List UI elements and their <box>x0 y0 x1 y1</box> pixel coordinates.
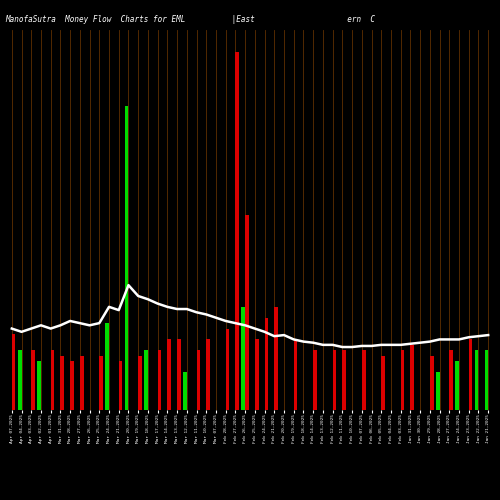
Bar <box>100 356 103 410</box>
Bar <box>106 323 109 410</box>
Bar <box>381 356 385 410</box>
Bar <box>80 356 84 410</box>
Bar <box>158 350 162 410</box>
Bar <box>264 318 268 410</box>
Bar <box>183 372 187 410</box>
Bar <box>436 372 440 410</box>
Bar <box>245 214 249 410</box>
Bar <box>119 361 122 410</box>
Bar <box>362 350 366 410</box>
Bar <box>236 52 239 410</box>
Bar <box>50 350 54 410</box>
Bar <box>430 356 434 410</box>
Bar <box>226 328 230 410</box>
Bar <box>484 350 488 410</box>
Bar <box>456 361 459 410</box>
Bar <box>70 361 74 410</box>
Bar <box>206 340 210 410</box>
Bar <box>60 356 64 410</box>
Text: ManofaSutra  Money Flow  Charts for EML          |East                    ern  C: ManofaSutra Money Flow Charts for EML |E… <box>5 15 375 24</box>
Bar <box>31 350 35 410</box>
Bar <box>18 350 22 410</box>
Bar <box>242 307 245 410</box>
Bar <box>177 340 181 410</box>
Bar <box>168 340 171 410</box>
Bar <box>144 350 148 410</box>
Bar <box>138 356 142 410</box>
Bar <box>342 350 346 410</box>
Bar <box>12 334 16 410</box>
Bar <box>294 340 298 410</box>
Bar <box>475 350 478 410</box>
Bar <box>468 340 472 410</box>
Bar <box>410 345 414 410</box>
Bar <box>274 307 278 410</box>
Bar <box>255 340 258 410</box>
Bar <box>400 350 404 410</box>
Bar <box>125 106 128 410</box>
Bar <box>196 350 200 410</box>
Bar <box>450 350 453 410</box>
Bar <box>332 350 336 410</box>
Bar <box>38 361 41 410</box>
Bar <box>313 350 317 410</box>
